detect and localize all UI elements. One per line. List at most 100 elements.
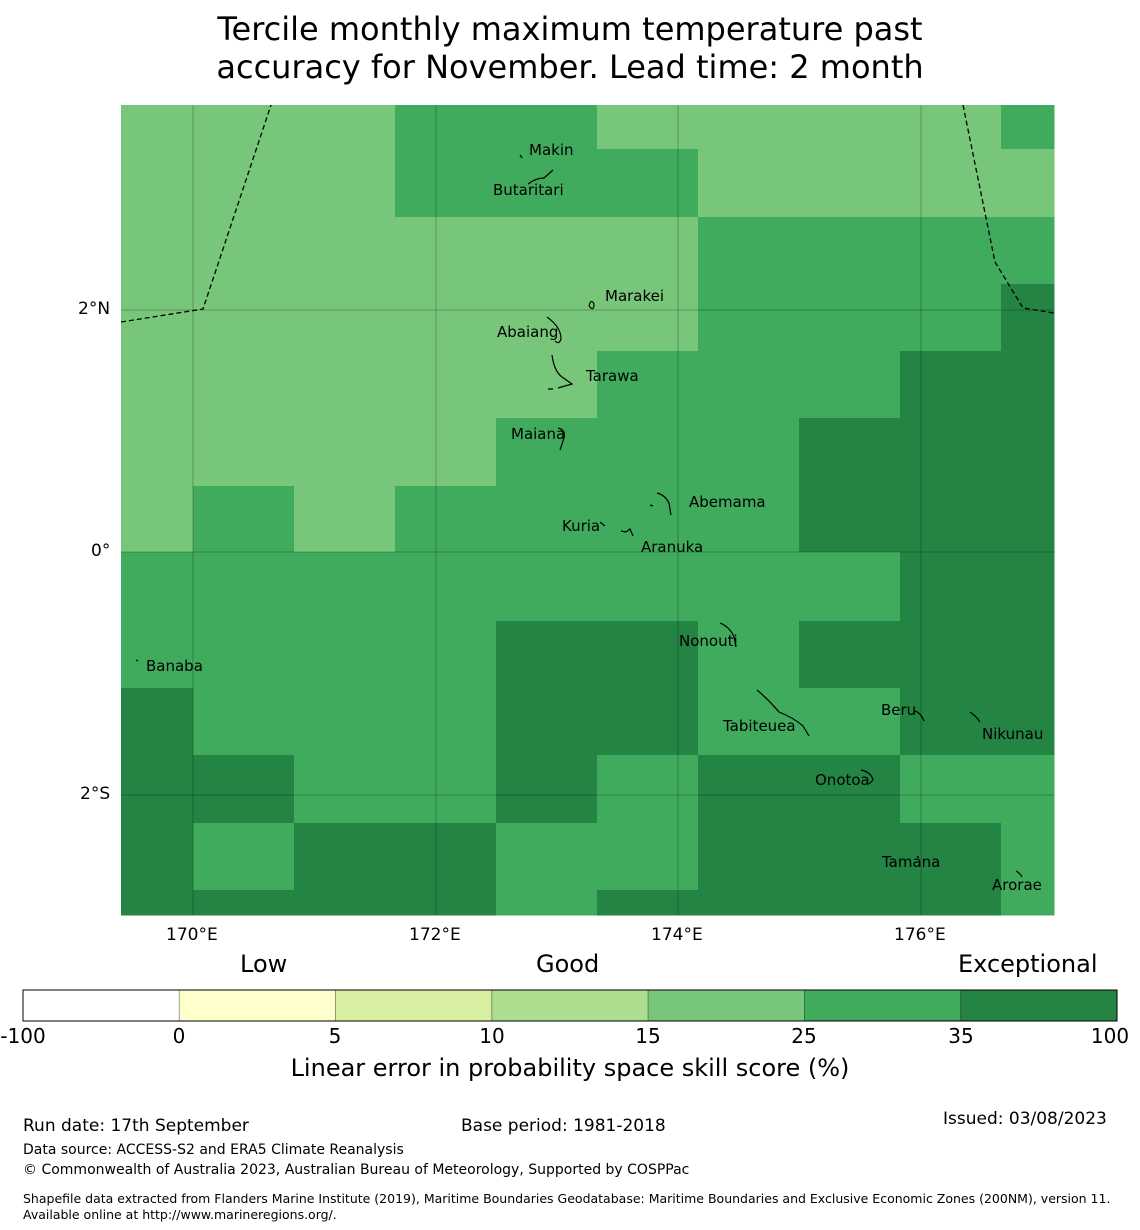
skill-cell bbox=[900, 486, 1002, 553]
skill-cell bbox=[1001, 149, 1055, 218]
skill-cell bbox=[496, 890, 598, 916]
skill-cell bbox=[395, 149, 497, 218]
island-outline-nonouti bbox=[719, 622, 737, 648]
island-label: Arorae bbox=[992, 876, 1042, 894]
island-label: Aranuka bbox=[641, 538, 703, 556]
skill-cell bbox=[799, 351, 901, 419]
skill-cell bbox=[698, 755, 800, 824]
island-outline-beru bbox=[914, 710, 925, 722]
skill-grid-cells bbox=[121, 105, 1055, 916]
skill-cell bbox=[799, 621, 901, 689]
skill-cell bbox=[799, 217, 901, 285]
skill-cell bbox=[294, 351, 396, 419]
skill-cell bbox=[193, 105, 295, 150]
eez-boundaries bbox=[120, 104, 1055, 323]
skill-cell bbox=[597, 217, 699, 285]
skill-cell bbox=[1001, 351, 1055, 419]
island-outline-abaiang bbox=[546, 316, 562, 344]
skill-cell bbox=[698, 351, 800, 419]
title-line-1: Tercile monthly maximum temperature past bbox=[217, 10, 923, 48]
colorbar-segment bbox=[960, 989, 1118, 1022]
island-label: Nikunau bbox=[982, 725, 1043, 743]
island-label: Abemama bbox=[689, 493, 766, 511]
skill-cell bbox=[496, 552, 598, 622]
island-label: Beru bbox=[881, 701, 916, 719]
skill-cell bbox=[597, 755, 699, 824]
skill-cell bbox=[1001, 823, 1055, 891]
skill-cell bbox=[1001, 284, 1055, 352]
skill-cell bbox=[496, 486, 598, 553]
skill-cell bbox=[121, 418, 194, 487]
skill-cell bbox=[1001, 621, 1055, 689]
island-outline-maiana bbox=[557, 427, 565, 451]
skill-cell bbox=[395, 755, 497, 824]
lon-label: 172°E bbox=[409, 925, 461, 945]
island-label: Tarawa bbox=[585, 367, 639, 385]
island-label: Makin bbox=[529, 141, 574, 159]
base-period: Base period: 1981-2018 bbox=[461, 1116, 666, 1136]
skill-cell bbox=[395, 284, 497, 352]
map-title: Tercile monthly maximum temperature past… bbox=[0, 10, 1140, 86]
shapefile-credit: Shapefile data extracted from Flanders M… bbox=[23, 1191, 1111, 1222]
skill-cell bbox=[698, 486, 800, 553]
island-label: Kuria bbox=[562, 517, 600, 535]
colorbar-frame bbox=[22, 989, 1118, 1022]
colorbar-tick: 10 bbox=[479, 1024, 505, 1048]
skill-cell bbox=[193, 149, 295, 218]
skill-cell bbox=[294, 890, 396, 916]
skill-cell bbox=[395, 621, 497, 689]
skill-cell bbox=[900, 351, 1002, 419]
skill-cell bbox=[496, 284, 598, 352]
island-outline-arorae bbox=[1015, 870, 1023, 878]
skill-cell bbox=[193, 418, 295, 487]
data-source: Data source: ACCESS-S2 and ERA5 Climate … bbox=[23, 1142, 404, 1158]
skill-cell bbox=[799, 890, 901, 916]
skill-cell bbox=[698, 552, 800, 622]
skill-cell bbox=[294, 823, 396, 891]
skill-cell bbox=[1001, 755, 1055, 824]
skill-cell bbox=[1001, 418, 1055, 487]
colorbar-segment bbox=[804, 989, 962, 1022]
skill-cell bbox=[121, 217, 194, 285]
colorbar-title: Linear error in probability space skill … bbox=[290, 1054, 850, 1082]
skill-cell bbox=[900, 284, 1002, 352]
skill-cell bbox=[395, 351, 497, 419]
skill-cell bbox=[698, 688, 800, 756]
skill-cell bbox=[193, 755, 295, 824]
skill-cell bbox=[294, 418, 396, 487]
island-label: Tamana bbox=[881, 853, 940, 871]
skill-cell bbox=[193, 621, 295, 689]
skill-cell bbox=[799, 688, 901, 756]
skill-cell bbox=[121, 351, 194, 419]
island-outline-butaritari bbox=[527, 169, 554, 185]
skill-cell bbox=[597, 552, 699, 622]
skill-cell bbox=[900, 105, 1002, 150]
skill-cell bbox=[597, 284, 699, 352]
skill-cell bbox=[121, 755, 194, 824]
skill-cell bbox=[395, 486, 497, 553]
skill-cell bbox=[698, 418, 800, 487]
skill-cell bbox=[597, 621, 699, 689]
colorbar-tick: 5 bbox=[328, 1024, 342, 1048]
island-outline-marakei bbox=[588, 300, 595, 310]
skill-cell bbox=[121, 105, 194, 150]
skill-cell bbox=[294, 217, 396, 285]
skill-cell bbox=[121, 552, 194, 622]
skill-cell bbox=[1001, 890, 1055, 916]
island-outline-nikunau bbox=[969, 711, 981, 723]
skill-cell bbox=[121, 486, 194, 553]
island-outline-kuria bbox=[599, 521, 634, 537]
lat-label: 2°S bbox=[80, 784, 111, 804]
skill-cell bbox=[496, 149, 598, 218]
skill-cell bbox=[597, 149, 699, 218]
colorbar-segment bbox=[22, 989, 180, 1022]
skill-cell bbox=[496, 688, 598, 756]
skill-cell bbox=[496, 351, 598, 419]
skill-cell bbox=[294, 621, 396, 689]
island-outline-abemama bbox=[649, 492, 672, 516]
skill-cell bbox=[1001, 105, 1055, 150]
island-outline-tamana bbox=[916, 855, 920, 859]
skill-cell bbox=[698, 621, 800, 689]
skill-cell bbox=[1001, 486, 1055, 553]
skill-cell bbox=[799, 105, 901, 150]
